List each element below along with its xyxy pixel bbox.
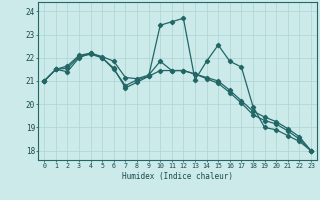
X-axis label: Humidex (Indice chaleur): Humidex (Indice chaleur) bbox=[122, 172, 233, 181]
